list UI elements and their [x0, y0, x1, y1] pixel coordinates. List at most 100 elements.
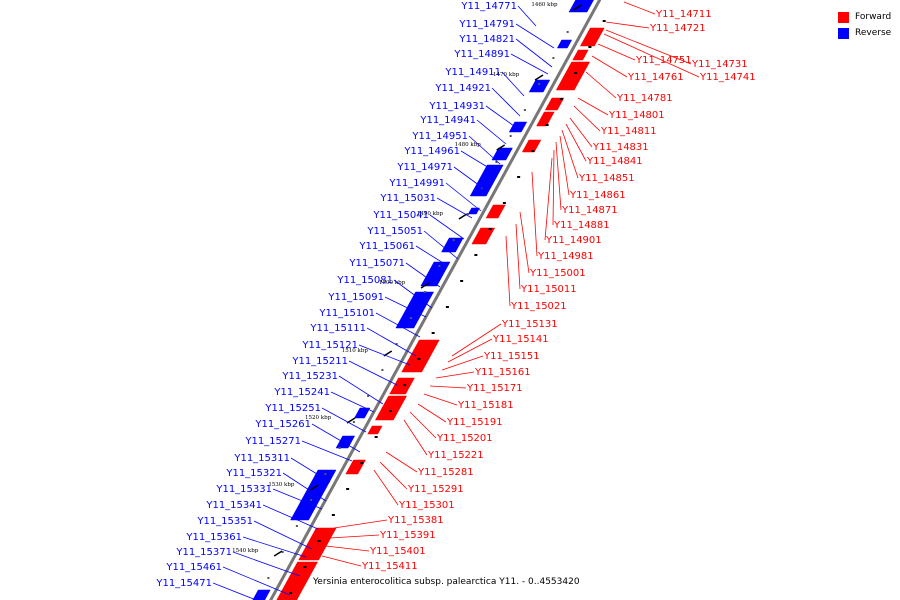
forward-gene-label[interactable]: Y11_15411 [361, 561, 418, 572]
forward-gene-label[interactable]: Y11_15201 [436, 433, 493, 444]
forward-gene-label[interactable]: Y11_15401 [369, 546, 426, 557]
forward-label: Forward [855, 12, 892, 22]
forward-gene-label[interactable]: Y11_14841 [586, 156, 643, 167]
forward-leader-line [555, 141, 562, 211]
reverse-gene-label[interactable]: Y11_15081 [336, 275, 393, 286]
reverse-gene-label[interactable]: Y11_14921 [434, 83, 491, 94]
reverse-leader-line [358, 344, 411, 366]
track-marker [588, 46, 592, 48]
track-marker [374, 436, 378, 438]
reverse-gene-label[interactable]: Y11_15321 [225, 468, 282, 479]
forward-gene-label[interactable]: Y11_14781 [616, 93, 673, 104]
forward-gene-label[interactable]: Y11_15381 [387, 515, 444, 526]
reverse-gene-label[interactable]: Y11_15311 [233, 453, 290, 464]
track-marker [310, 499, 313, 501]
reverse-gene-arrow [420, 261, 451, 287]
forward-gene-label[interactable]: Y11_15291 [407, 484, 464, 495]
forward-gene-label[interactable]: Y11_15131 [501, 319, 558, 330]
forward-gene-label[interactable]: Y11_14811 [600, 126, 657, 137]
track-marker [295, 525, 298, 527]
forward-gene-label[interactable]: Y11_14871 [561, 205, 618, 216]
forward-gene-label[interactable]: Y11_15141 [492, 334, 549, 345]
reverse-gene-label[interactable]: Y11_15351 [196, 516, 253, 527]
forward-gene-label[interactable]: Y11_14711 [655, 9, 712, 20]
reverse-gene-label[interactable]: Y11_14791 [458, 19, 515, 30]
forward-gene-label[interactable]: Y11_15191 [446, 417, 503, 428]
forward-gene-label[interactable]: Y11_15011 [520, 284, 577, 295]
reverse-gene-label[interactable]: Y11_15371 [175, 547, 232, 558]
reverse-gene-label[interactable]: Y11_15251 [264, 403, 321, 414]
forward-gene-arrow [367, 425, 383, 435]
reverse-gene-label[interactable]: Y11_15271 [244, 436, 301, 447]
reverse-gene-label[interactable]: Y11_15231 [281, 371, 338, 382]
reverse-gene-label[interactable]: Y11_14931 [428, 101, 485, 112]
forward-gene-label[interactable]: Y11_15151 [483, 351, 540, 362]
forward-gene-arrow [389, 377, 415, 395]
reverse-gene-label[interactable]: Y11_14821 [458, 34, 515, 45]
forward-leader-line [409, 411, 437, 439]
forward-gene-label[interactable]: Y11_14861 [569, 190, 626, 201]
reverse-gene-label[interactable]: Y11_15051 [366, 226, 423, 237]
forward-gene-label[interactable]: Y11_14741 [699, 72, 756, 83]
forward-gene-label[interactable]: Y11_14721 [649, 23, 706, 34]
reverse-gene-label[interactable]: Y11_15261 [254, 419, 311, 430]
reverse-gene-label[interactable]: Y11_15101 [318, 308, 375, 319]
reverse-gene-label[interactable]: Y11_15361 [185, 532, 242, 543]
reverse-gene-label[interactable]: Y11_15241 [273, 387, 330, 398]
reverse-gene-label[interactable]: Y11_15111 [309, 323, 366, 334]
legend-forward: Forward [838, 9, 898, 25]
reverse-leader-line [501, 71, 525, 97]
forward-gene-label[interactable]: Y11_14881 [553, 220, 610, 231]
reverse-gene-label[interactable]: Y11_14991 [388, 178, 445, 189]
forward-gene-label[interactable]: Y11_15021 [510, 301, 567, 312]
reverse-gene-label[interactable]: Y11_15061 [358, 241, 415, 252]
forward-gene-label[interactable]: Y11_15301 [398, 500, 455, 511]
reverse-gene-label[interactable]: Y11_15071 [348, 258, 405, 269]
reverse-gene-label[interactable]: Y11_14891 [453, 49, 510, 60]
reverse-gene-label[interactable]: Y11_15331 [215, 484, 272, 495]
forward-gene-label[interactable]: Y11_15001 [529, 268, 586, 279]
tick-label: 1530 kbp [268, 482, 295, 488]
tick-label: 1510 kbp [342, 348, 369, 354]
reverse-gene-label[interactable]: Y11_15471 [155, 578, 212, 589]
forward-gene-arrow [485, 204, 506, 219]
forward-gene-label[interactable]: Y11_15181 [457, 400, 514, 411]
reverse-gene-label[interactable]: Y11_14971 [396, 162, 453, 173]
tick-mark [458, 213, 468, 220]
reverse-gene-label[interactable]: Y11_15031 [379, 193, 436, 204]
forward-gene-label[interactable]: Y11_15161 [474, 367, 531, 378]
forward-gene-label[interactable]: Y11_14761 [627, 72, 684, 83]
reverse-gene-label[interactable]: Y11_14951 [411, 131, 468, 142]
track-marker [267, 577, 270, 579]
forward-gene-label[interactable]: Y11_14851 [578, 173, 635, 184]
track-marker [281, 551, 284, 553]
forward-leader-line [577, 97, 609, 116]
reverse-gene-label[interactable]: Y11_15341 [205, 500, 262, 511]
forward-gene-label[interactable]: Y11_14731 [691, 59, 748, 70]
reverse-leader-line [453, 166, 488, 192]
reverse-label: Reverse [855, 28, 892, 38]
reverse-gene-label[interactable]: Y11_14941 [419, 115, 476, 126]
reverse-leader-line [262, 504, 319, 530]
forward-leader-line [379, 461, 408, 490]
forward-gene-label[interactable]: Y11_15171 [466, 383, 523, 394]
forward-leader-line [329, 534, 380, 539]
reverse-gene-arrow [441, 237, 464, 253]
reverse-gene-arrow [469, 164, 504, 197]
forward-gene-label[interactable]: Y11_15281 [417, 467, 474, 478]
reverse-gene-label[interactable]: Y11_15121 [301, 340, 358, 351]
forward-gene-label[interactable]: Y11_14901 [545, 235, 602, 246]
reverse-gene-label[interactable]: Y11_15211 [291, 356, 348, 367]
reverse-gene-label[interactable]: Y11_15091 [327, 292, 384, 303]
forward-gene-label[interactable]: Y11_14981 [537, 251, 594, 262]
reverse-gene-label[interactable]: Y11_14771 [460, 1, 517, 12]
forward-gene-label[interactable]: Y11_14751 [635, 55, 692, 66]
reverse-gene-label[interactable]: Y11_14961 [403, 146, 460, 157]
forward-gene-label[interactable]: Y11_15221 [427, 450, 484, 461]
forward-gene-label[interactable]: Y11_14801 [608, 110, 665, 121]
forward-gene-label[interactable]: Y11_15391 [379, 530, 436, 541]
reverse-gene-label[interactable]: Y11_14911 [444, 67, 501, 78]
reverse-gene-label[interactable]: Y11_15041 [372, 210, 429, 221]
reverse-gene-label[interactable]: Y11_15461 [165, 562, 222, 573]
forward-gene-label[interactable]: Y11_14831 [592, 142, 649, 153]
